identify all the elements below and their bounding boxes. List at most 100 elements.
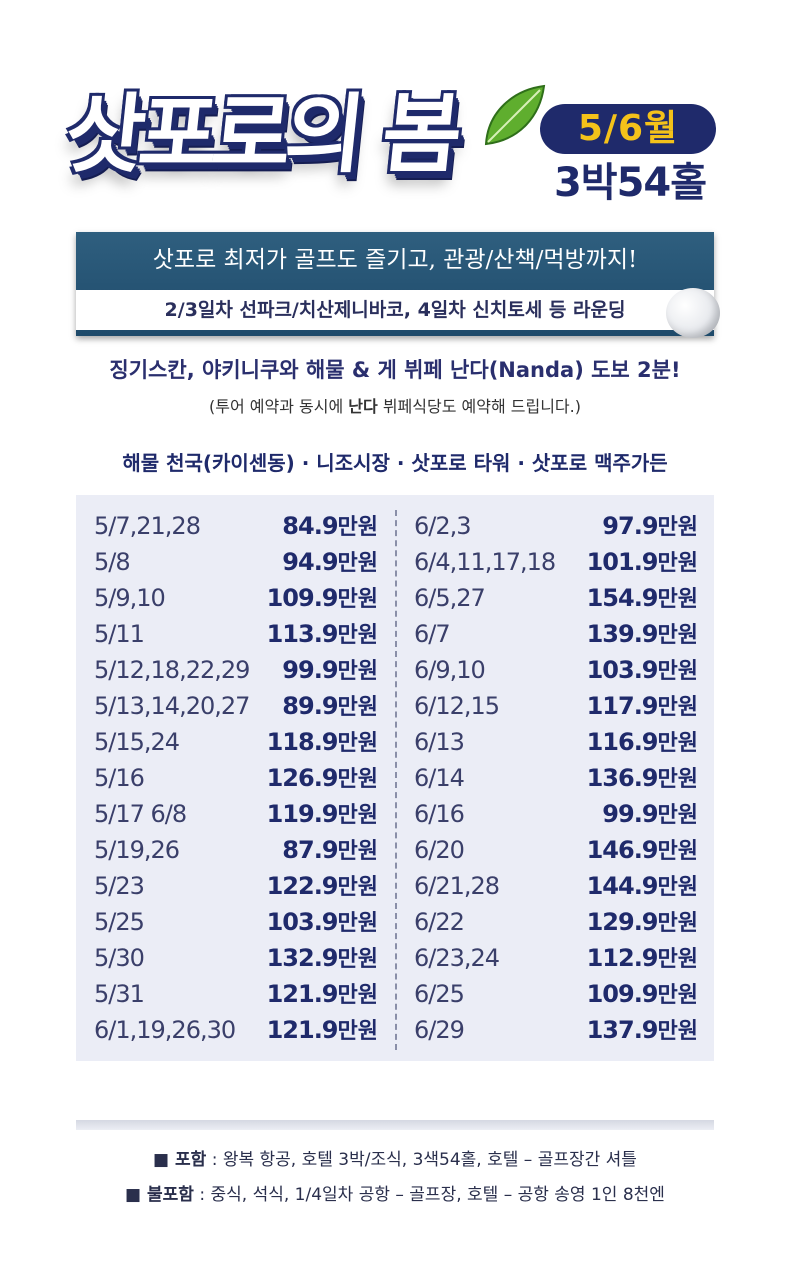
departure-date: 5/25 <box>94 908 145 936</box>
price-amount: 139.9 <box>586 620 659 648</box>
tour-price: 132.9만원 <box>267 940 378 978</box>
price-amount: 109.9 <box>266 584 339 612</box>
price-row: 5/11 113.9만원 <box>94 616 378 652</box>
page-title: 삿포로의 봄 <box>60 85 461 185</box>
column-divider <box>395 510 397 1050</box>
price-row: 6/25 109.9만원 <box>414 976 698 1012</box>
departure-date: 5/30 <box>94 944 145 972</box>
price-amount: 103.9 <box>586 656 659 684</box>
banner-subline: 2/3일차 선파크/치산제니바코, 4일차 신치토세 등 라운딩 <box>76 290 714 330</box>
reservation-note-bold: 난다 <box>348 397 378 416</box>
price-unit: 만원 <box>337 1019 378 1044</box>
price-unit: 만원 <box>337 983 378 1008</box>
tour-price: 103.9만원 <box>267 904 378 942</box>
departure-date: 6/22 <box>414 908 465 936</box>
excluded-label: ■ 불포함 <box>125 1185 194 1205</box>
price-row: 5/9,10 109.9만원 <box>94 580 378 616</box>
price-row: 5/7,21,28 84.9만원 <box>94 508 378 544</box>
price-amount: 137.9 <box>586 1016 659 1044</box>
reservation-note-post: 뷔페식당도 예약해 드립니다.) <box>377 397 581 416</box>
price-unit: 만원 <box>337 767 378 792</box>
tour-price: 136.9만원 <box>587 760 698 798</box>
tour-price: 146.9만원 <box>587 832 698 870</box>
price-amount: 97.9 <box>602 512 658 540</box>
tour-price: 113.9만원 <box>267 616 378 654</box>
tour-price: 118.9만원 <box>267 724 378 762</box>
price-row: 6/22 129.9만원 <box>414 904 698 940</box>
tour-price: 121.9만원 <box>267 976 378 1014</box>
tour-price: 89.9만원 <box>282 688 378 726</box>
price-row: 5/17 6/8 119.9만원 <box>94 796 378 832</box>
price-row: 5/8 94.9만원 <box>94 544 378 580</box>
price-unit: 만원 <box>657 839 698 864</box>
price-amount: 99.9 <box>602 800 658 828</box>
tour-price: 117.9만원 <box>587 688 698 726</box>
price-row: 5/25 103.9만원 <box>94 904 378 940</box>
departure-date: 5/23 <box>94 872 145 900</box>
price-amount: 99.9 <box>282 656 338 684</box>
price-column-may: 5/7,21,28 84.9만원 5/8 94.9만원 5/9,10 109.9만원 5/1… <box>94 508 378 1048</box>
restaurant-info: 징기스칸, 야키니쿠와 해물 & 게 뷔페 난다(Nanda) 도보 2분! <box>109 358 681 382</box>
departure-date: 6/12,15 <box>414 692 500 720</box>
price-row: 5/13,14,20,27 89.9만원 <box>94 688 378 724</box>
price-amount: 89.9 <box>282 692 338 720</box>
price-row: 6/23,24 112.9만원 <box>414 940 698 976</box>
price-row: 5/15,24 118.9만원 <box>94 724 378 760</box>
departure-date: 6/29 <box>414 1016 465 1044</box>
price-row: 6/9,10 103.9만원 <box>414 652 698 688</box>
price-amount: 119.9 <box>266 800 339 828</box>
price-row: 6/2,3 97.9만원 <box>414 508 698 544</box>
tour-price: 99.9만원 <box>282 652 378 690</box>
price-unit: 만원 <box>337 623 378 648</box>
departure-date: 6/9,10 <box>414 656 486 684</box>
price-amount: 117.9 <box>586 692 659 720</box>
attractions-list: 해물 천국(카이센동) · 니조시장 · 삿포로 타워 · 삿포로 맥주가든 <box>122 451 668 475</box>
departure-date: 6/7 <box>414 620 451 648</box>
price-amount: 112.9 <box>586 944 659 972</box>
price-row: 6/14 136.9만원 <box>414 760 698 796</box>
price-row: 6/16 99.9만원 <box>414 796 698 832</box>
tour-price: 97.9만원 <box>602 508 698 546</box>
departure-date: 5/12,18,22,29 <box>94 656 250 684</box>
price-unit: 만원 <box>337 839 378 864</box>
price-amount: 129.9 <box>586 908 659 936</box>
price-row: 5/30 132.9만원 <box>94 940 378 976</box>
tour-price: 94.9만원 <box>282 544 378 582</box>
tour-price: 121.9만원 <box>267 1012 378 1050</box>
price-amount: 144.9 <box>586 872 659 900</box>
price-row: 6/4,11,17,18 101.9만원 <box>414 544 698 580</box>
price-amount: 116.9 <box>586 728 659 756</box>
price-row: 6/7 139.9만원 <box>414 616 698 652</box>
price-unit: 만원 <box>657 767 698 792</box>
promo-banner: 삿포로 최저가 골프도 즐기고, 관광/산책/먹방까지! 2/3일차 선파크/치… <box>76 232 720 338</box>
price-row: 6/21,28 144.9만원 <box>414 868 698 904</box>
price-unit: 만원 <box>337 947 378 972</box>
tour-price: 109.9만원 <box>587 976 698 1014</box>
departure-date: 5/9,10 <box>94 584 166 612</box>
price-unit: 만원 <box>657 911 698 936</box>
tour-price: 84.9만원 <box>282 508 378 546</box>
departure-date: 5/15,24 <box>94 728 180 756</box>
departure-date: 5/11 <box>94 620 145 648</box>
price-row: 6/1,19,26,30 121.9만원 <box>94 1012 378 1048</box>
departure-date: 6/16 <box>414 800 465 828</box>
price-unit: 만원 <box>657 587 698 612</box>
departure-date: 6/14 <box>414 764 465 792</box>
tour-price: 109.9만원 <box>267 580 378 618</box>
tour-price: 87.9만원 <box>282 832 378 870</box>
price-unit: 만원 <box>337 551 378 576</box>
departure-date: 5/13,14,20,27 <box>94 692 250 720</box>
departure-date: 6/2,3 <box>414 512 472 540</box>
departure-date: 6/13 <box>414 728 465 756</box>
included-text: : 왕복 항공, 호텔 3박/조식, 3색54홀, 호텔 – 골프장간 셔틀 <box>206 1150 637 1170</box>
price-unit: 만원 <box>337 731 378 756</box>
tour-price: 122.9만원 <box>267 868 378 906</box>
price-unit: 만원 <box>657 875 698 900</box>
price-row: 6/20 146.9만원 <box>414 832 698 868</box>
price-row: 5/16 126.9만원 <box>94 760 378 796</box>
price-unit: 만원 <box>337 875 378 900</box>
departure-date: 5/31 <box>94 980 145 1008</box>
departure-date: 5/17 6/8 <box>94 800 187 828</box>
price-amount: 101.9 <box>586 548 659 576</box>
leaf-icon <box>484 84 546 146</box>
